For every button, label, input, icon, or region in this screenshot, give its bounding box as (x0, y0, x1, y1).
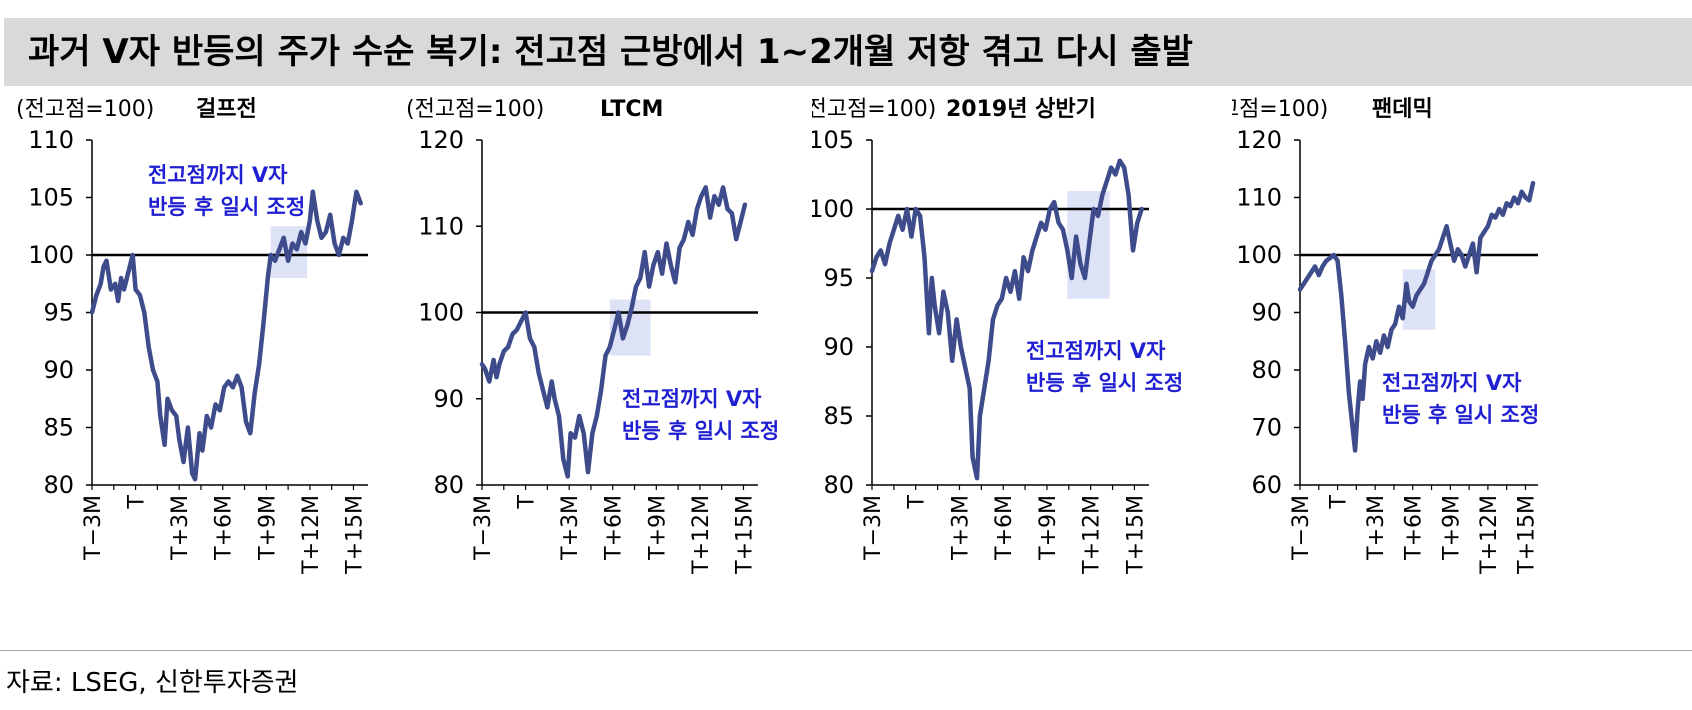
x-tick-label: T (1327, 494, 1352, 509)
x-tick-label: T+3M (558, 495, 583, 561)
x-tick-label: T+12M (1477, 495, 1502, 575)
y-tick-label: 120 (1236, 126, 1282, 154)
x-tick-label: T+3M (1364, 495, 1389, 561)
unit-label: (전고점=100) (812, 97, 936, 122)
y-tick-label: 60 (1251, 471, 1282, 499)
series-line (89, 189, 363, 482)
x-tick-label: T+12M (689, 495, 714, 575)
y-tick-label: 85 (43, 414, 74, 442)
chart-title: 팬데믹 (1372, 97, 1433, 122)
x-tick-label: T+12M (299, 495, 324, 575)
y-tick-label: 105 (28, 184, 74, 212)
y-tick-label: 120 (418, 126, 464, 154)
x-tick-label: T−3M (1289, 495, 1314, 561)
x-tick-label: T+15M (1123, 495, 1148, 575)
x-tick-label: T+6M (1402, 495, 1427, 561)
y-tick-label: 105 (812, 126, 854, 154)
annotation-text: 전고점까지 V자 (1382, 371, 1522, 395)
x-tick-label: T+12M (1080, 495, 1105, 575)
y-tick-label: 100 (418, 299, 464, 327)
unit-label: (전고점=100) (406, 97, 544, 122)
x-tick-label: T+15M (342, 495, 367, 575)
x-tick-label: T+9M (1036, 495, 1061, 561)
annotation-text: 반등 후 일시 조정 (1026, 371, 1183, 395)
x-tick-label: T+9M (645, 495, 670, 561)
annotation-text: 전고점까지 V자 (622, 387, 762, 411)
unit-label: (전고점=100) (16, 97, 154, 122)
chart-panel-pandemic: (전고점=100) 팬데믹 60 70 80 90 100 110 120 T−3M T T+3M T+… (1232, 92, 1652, 652)
x-tick-label: T+9M (255, 495, 280, 561)
footer-divider (0, 650, 1692, 651)
unit-label: (전고점=100) (1232, 97, 1328, 122)
y-tick-label: 80 (1251, 356, 1282, 384)
x-tick-label: T+9M (1439, 495, 1464, 561)
x-tick-label: T−3M (861, 495, 886, 561)
x-tick-label: T+6M (992, 495, 1017, 561)
x-tick-label: T (125, 494, 150, 509)
y-tick-label: 90 (433, 385, 464, 413)
series-line (479, 185, 748, 479)
series-line (869, 158, 1144, 481)
series-line (1297, 180, 1536, 453)
title-bar: 과거 V자 반등의 주가 수순 복기: 전고점 근방에서 1~2개월 저항 겪고… (4, 18, 1692, 86)
chart-ltcm: (전고점=100) LTCM 80 90 100 110 120 T−3M T T+3M T+6M T… (406, 97, 779, 575)
x-tick-label: T−3M (471, 495, 496, 561)
x-tick-label: T−3M (81, 495, 106, 561)
y-tick-label: 90 (1251, 299, 1282, 327)
x-tick-label: T+15M (732, 495, 757, 575)
chart-panel-2019-h1: (전고점=100) 2019년 상반기 80 85 90 95 100 105 T−3M T T+3… (812, 92, 1232, 652)
x-tick-label: T (905, 494, 930, 509)
annotation-text: 반등 후 일시 조정 (1382, 403, 1539, 427)
x-tick-label: T+15M (1514, 495, 1539, 575)
chart-title: 걸프전 (196, 97, 257, 122)
page-title: 과거 V자 반등의 주가 수순 복기: 전고점 근방에서 1~2개월 저항 겪고… (28, 32, 1193, 72)
chart-title: LTCM (600, 97, 663, 122)
x-tick-label: T+3M (168, 495, 193, 561)
chart-gulf-war: (전고점=100) 걸프전 80 85 90 95 100 105 110 T−3M T T+3M T+… (16, 97, 368, 575)
y-tick-label: 90 (823, 333, 854, 361)
chart-2019-h1: (전고점=100) 2019년 상반기 80 85 90 95 100 105 T−3M T T+3… (812, 97, 1183, 575)
annotation-text: 전고점까지 V자 (1026, 339, 1166, 363)
y-tick-label: 95 (43, 299, 74, 327)
y-tick-label: 95 (823, 264, 854, 292)
y-tick-label: 110 (28, 126, 74, 154)
y-tick-label: 70 (1251, 414, 1282, 442)
x-tick-label: T+6M (602, 495, 627, 561)
x-tick-label: T (515, 494, 540, 509)
y-tick-label: 100 (1236, 241, 1282, 269)
y-tick-label: 90 (43, 356, 74, 384)
annotation-text: 반등 후 일시 조정 (622, 419, 779, 443)
y-tick-label: 100 (28, 241, 74, 269)
y-tick-label: 80 (823, 471, 854, 499)
annotation-text: 전고점까지 V자 (148, 163, 288, 187)
x-tick-label: T+3M (948, 495, 973, 561)
chart-pandemic: (전고점=100) 팬데믹 60 70 80 90 100 110 120 T−3M T T+3M T+… (1232, 97, 1539, 575)
chart-panel-gulf-war: (전고점=100) 걸프전 80 85 90 95 100 105 110 T−3M T T+3M T+… (0, 92, 420, 652)
annotation-text: 반등 후 일시 조정 (148, 195, 305, 219)
source-note: 자료: LSEG, 신한투자증권 (6, 668, 299, 698)
y-tick-label: 110 (418, 212, 464, 240)
y-tick-label: 80 (43, 471, 74, 499)
y-tick-label: 85 (823, 402, 854, 430)
chart-title: 2019년 상반기 (946, 97, 1096, 122)
x-tick-label: T+6M (212, 495, 237, 561)
y-tick-label: 110 (1236, 184, 1282, 212)
chart-panel-ltcm: (전고점=100) LTCM 80 90 100 110 120 T−3M T T+3M T+6M T… (390, 92, 810, 652)
y-tick-label: 100 (812, 195, 854, 223)
y-tick-label: 80 (433, 471, 464, 499)
